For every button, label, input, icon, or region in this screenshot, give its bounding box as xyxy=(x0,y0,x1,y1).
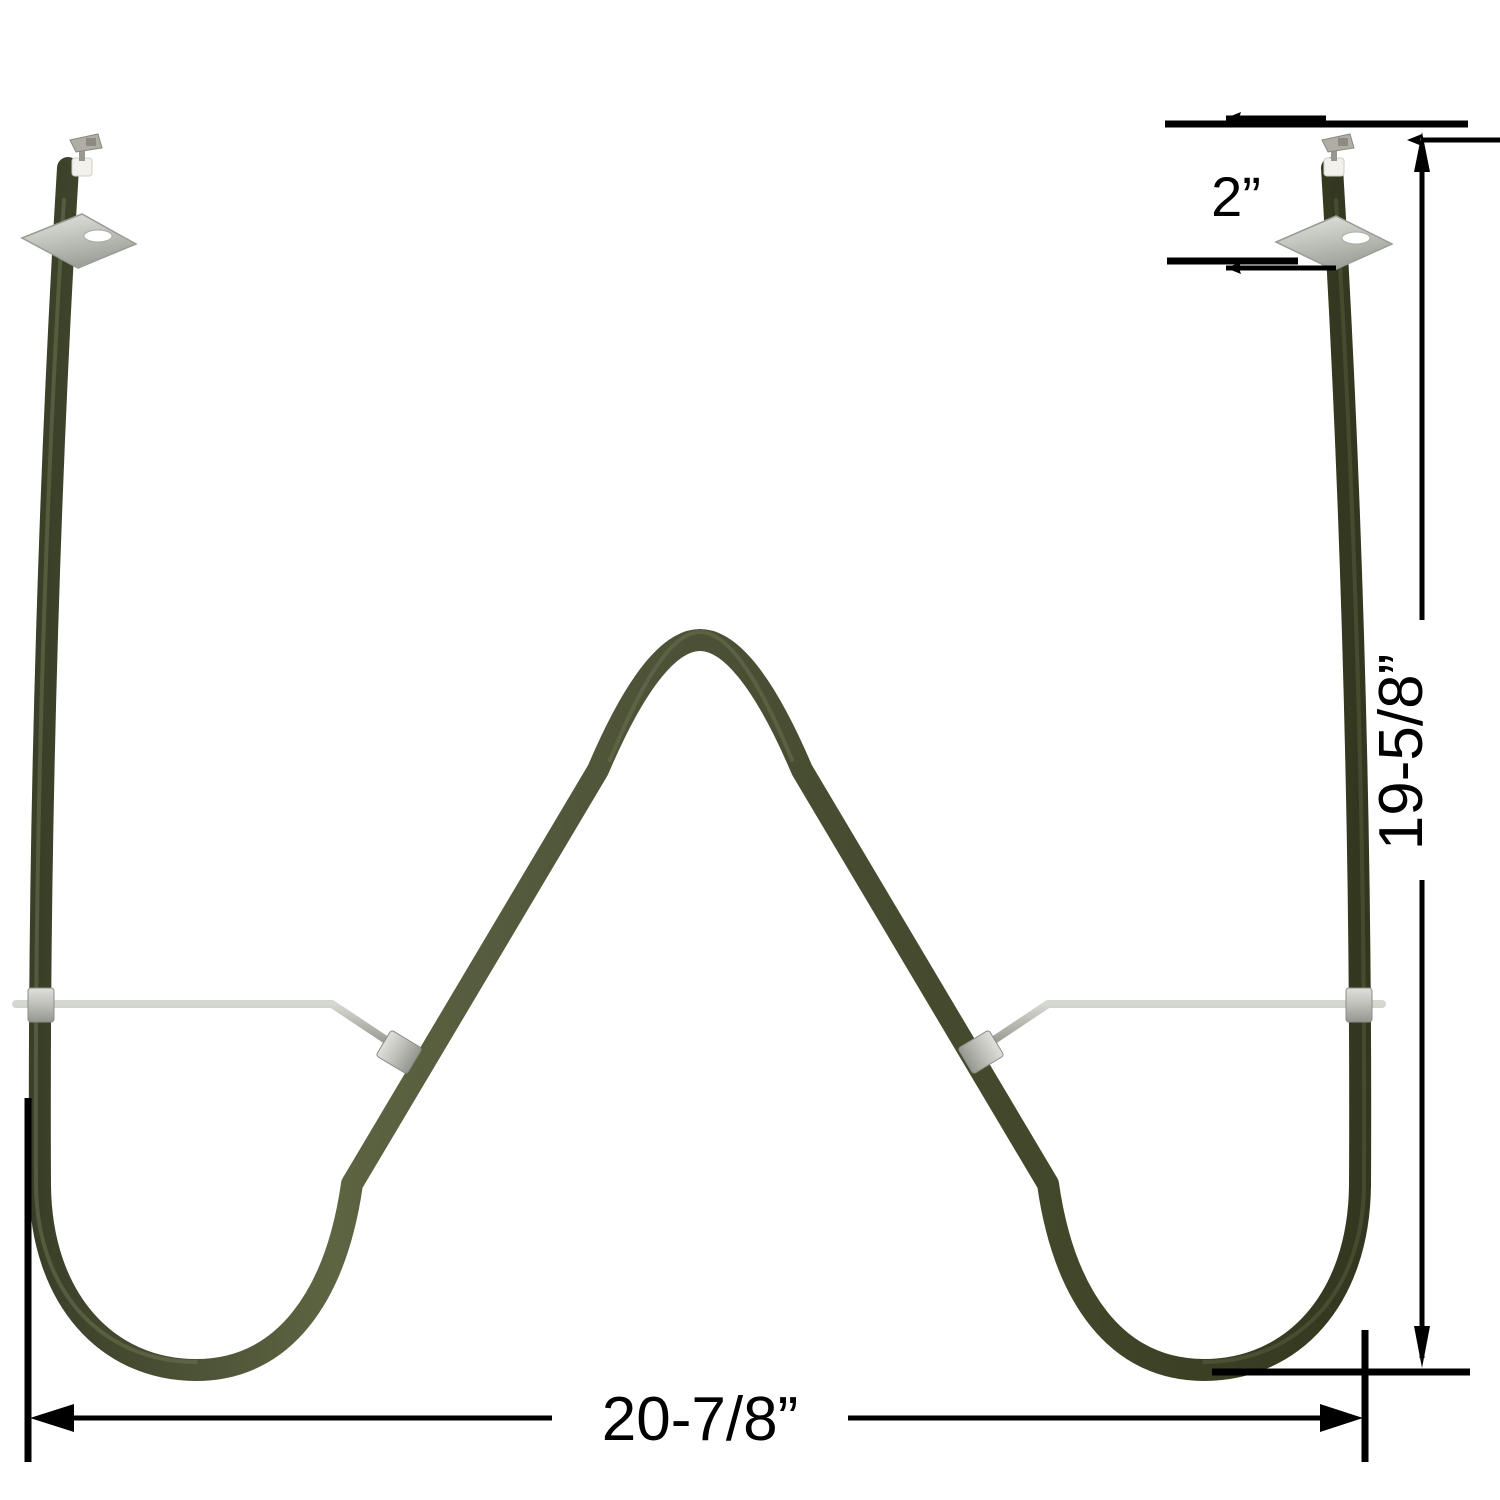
wire-clips xyxy=(27,987,1373,1074)
right-terminal-assembly xyxy=(1274,133,1394,271)
wire-clip-left xyxy=(27,987,55,1023)
mounting-flange-left-hole xyxy=(83,229,113,243)
wire-clip-right xyxy=(1345,987,1373,1023)
terminal-post-right xyxy=(1331,143,1337,161)
dim-height-arrow-down xyxy=(1414,1326,1430,1368)
left-terminal-assembly xyxy=(20,133,138,269)
dim-2in-label: 2” xyxy=(1211,165,1261,228)
mounting-flange-right-hole xyxy=(1341,231,1371,245)
dimension-overall-width: 20-7/8” xyxy=(24,1098,1369,1462)
heating-element-tube xyxy=(28,157,1372,1381)
terminal-spade-left-tab xyxy=(86,138,96,146)
element-tube-path xyxy=(28,157,1372,1381)
element-tube-highlight-peak xyxy=(608,629,794,762)
dimension-terminal-offset: 2” xyxy=(1165,112,1468,274)
dim-height-arrow-up xyxy=(1414,132,1430,172)
terminal-spade-right-tab xyxy=(1338,138,1348,146)
element-tube-highlight-right xyxy=(1202,198,1367,1364)
mounting-flange-right xyxy=(1274,215,1394,271)
element-tube-highlight xyxy=(33,198,198,1364)
support-wire-upper-right xyxy=(972,1000,1386,1056)
support-wire-upper-left xyxy=(12,1000,408,1056)
wire-clip-mid-left xyxy=(376,1030,422,1074)
support-wire-assembly xyxy=(12,1000,1386,1059)
dim-width-arrow-right xyxy=(1320,1404,1363,1432)
dim-width-arrow-left xyxy=(30,1404,74,1432)
dimension-overall-height: 19-5/8” xyxy=(1212,132,1500,1376)
dim-width-label: 20-7/8” xyxy=(602,1385,798,1454)
mounting-flange-left xyxy=(20,213,138,269)
terminal-post-left xyxy=(79,143,85,161)
wire-clip-mid-right xyxy=(958,1030,1004,1074)
dim-height-label: 19-5/8” xyxy=(1367,654,1436,850)
